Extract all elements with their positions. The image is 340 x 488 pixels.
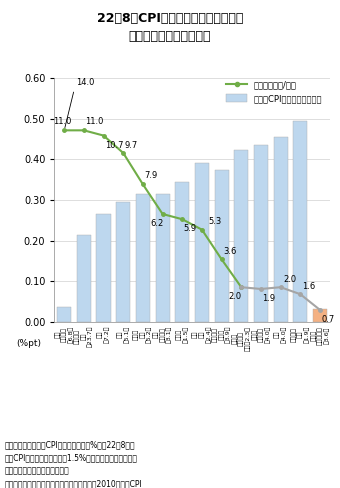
Text: 11.0: 11.0 xyxy=(53,117,72,126)
Text: 被服
（7.2）: 被服 （7.2） xyxy=(98,326,109,344)
Bar xyxy=(313,308,327,322)
Text: 通信
サービス
（3.1）: 通信 サービス （3.1） xyxy=(153,326,172,344)
Bar xyxy=(175,182,189,322)
Text: 2.0: 2.0 xyxy=(228,292,242,302)
Text: 0.7: 0.7 xyxy=(322,315,335,324)
Text: 1.9: 1.9 xyxy=(262,294,276,303)
Bar xyxy=(155,194,170,322)
Text: 注：括弧内の数値はCPIでのウェイト（%）。22年8月の: 注：括弧内の数値はCPIでのウェイト（%）。22年8月の xyxy=(5,440,136,449)
Text: (%pt): (%pt) xyxy=(16,339,41,348)
Text: 5.3: 5.3 xyxy=(209,218,222,226)
Text: CPIにおいてウェイトが1.5%以上（小数点第２位を四: CPIにおいてウェイトが1.5%以上（小数点第２位を四 xyxy=(5,453,138,462)
Text: 2.0: 2.0 xyxy=(283,275,296,284)
Text: 日用品
ティック
（4.0）: 日用品 ティック （4.0） xyxy=(252,326,270,344)
Bar xyxy=(195,163,209,322)
Text: 四輪
操業
（2.4）: 四輪 操業 （2.4） xyxy=(193,326,211,344)
Bar xyxy=(136,194,150,322)
Bar xyxy=(97,214,110,322)
Text: 5.9: 5.9 xyxy=(184,224,197,233)
Text: 10.7: 10.7 xyxy=(105,141,124,150)
Legend: 改定頻度（月/回）, 前月比CPIへの寄与度（左）: 改定頻度（月/回）, 前月比CPIへの寄与度（左） xyxy=(223,78,326,106)
Text: 関連
サービス
（6.8）: 関連 サービス （6.8） xyxy=(55,326,73,343)
Bar xyxy=(77,235,91,322)
Text: 9.7: 9.7 xyxy=(125,141,138,150)
Text: 1.6: 1.6 xyxy=(302,282,315,291)
Text: 家賃
（5.1）: 家賃 （5.1） xyxy=(117,326,129,343)
Text: この他
旅行関連
用品（2.3）: この他 旅行関連 用品（2.3） xyxy=(232,326,251,351)
Bar xyxy=(254,145,268,322)
Text: 洗濯、清
など
（1.9）: 洗濯、清 など （1.9） xyxy=(291,326,310,344)
Text: 22年8月CPI（前月比）への寄与度と
それぞれの価格改定頻度: 22年8月CPI（前月比）への寄与度と それぞれの価格改定頻度 xyxy=(97,12,243,43)
Bar xyxy=(234,150,248,322)
Text: 14.0: 14.0 xyxy=(65,78,95,128)
Text: ハウス
キーピング
（3.6）: ハウス キーピング （3.6） xyxy=(311,326,329,345)
Text: 11.0: 11.0 xyxy=(85,117,104,126)
Text: 業務と
個人
（5.2）: 業務と 個人 （5.2） xyxy=(134,326,152,344)
Bar xyxy=(116,202,130,322)
Text: 本邦旅客
運賃
（23.7）: 本邦旅客 運賃 （23.7） xyxy=(74,326,93,347)
Bar xyxy=(215,170,229,322)
Text: 7.9: 7.9 xyxy=(144,171,158,180)
Text: 6.2: 6.2 xyxy=(151,219,164,228)
Bar xyxy=(293,121,307,322)
Text: 属性財
（1.5）: 属性財 （1.5） xyxy=(176,326,188,343)
Text: 捨五入）の項目のみを採用: 捨五入）の項目のみを採用 xyxy=(5,467,70,475)
Text: 3.6: 3.6 xyxy=(223,247,237,256)
Bar xyxy=(57,306,71,322)
Bar xyxy=(274,137,288,322)
Text: 出所：価格改定頻度はクリーブランド連銀（2010年）、CPI: 出所：価格改定頻度はクリーブランド連銀（2010年）、CPI xyxy=(5,480,143,488)
Text: 病院経路
品など
（3.9）: 病院経路 品など （3.9） xyxy=(212,326,231,344)
Text: 雑排
（4.0）: 雑排 （4.0） xyxy=(275,326,287,344)
